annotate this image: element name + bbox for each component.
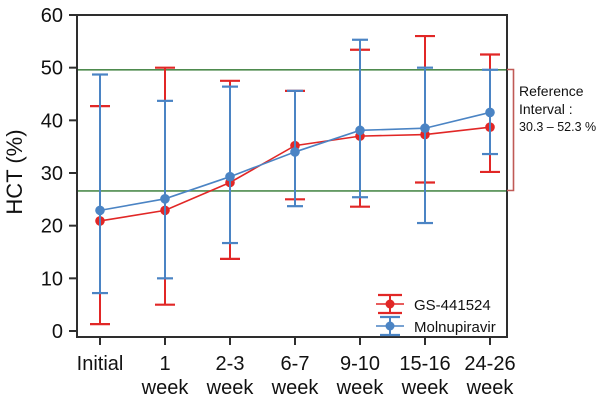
legend-label-molnupiravir: Molnupiravir	[414, 319, 496, 336]
y-tick-label: 0	[52, 321, 63, 343]
x-tick-label: 1	[159, 353, 170, 375]
x-axis: Initial 1week2-3week6-7week9-10week15-16w…	[77, 337, 516, 399]
x-tick-label: 24-26	[464, 353, 515, 375]
y-tick-label: 30	[41, 163, 63, 185]
data-point-marker	[355, 125, 365, 136]
x-tick-label: week	[206, 377, 255, 399]
y-tick-label: 40	[41, 110, 63, 132]
x-tick-label: Initial	[77, 353, 124, 375]
data-point-marker	[95, 205, 105, 216]
reference-label-line3: 30.3 – 52.3 %	[519, 120, 596, 134]
data-point-marker	[485, 107, 495, 118]
reference-label-line2: Interval :	[519, 101, 573, 117]
y-axis: 0 10 20 30 40 50 60	[41, 5, 77, 343]
x-tick-label: 6-7	[281, 353, 310, 375]
y-axis-title: HCT (%)	[2, 129, 27, 214]
legend-symbol-molnupiravir	[376, 315, 404, 337]
reference-label-line1: Reference	[519, 83, 584, 99]
y-tick-label: 50	[41, 58, 63, 80]
legend: GS-441524 Molnupiravir	[376, 293, 496, 337]
reference-lines	[77, 68, 507, 192]
legend-symbol-gs441524	[376, 293, 404, 315]
reference-annotation: Reference Interval : 30.3 – 52.3 %	[507, 68, 596, 192]
x-tick-label: 9-10	[340, 353, 380, 375]
legend-label-gs441524: GS-441524	[414, 297, 491, 314]
data-point-marker	[160, 194, 170, 204]
reference-bracket	[507, 68, 515, 192]
data-point-marker	[225, 171, 235, 182]
legend-marker	[385, 321, 395, 331]
x-tick-label: week	[271, 377, 320, 399]
series-container	[90, 34, 500, 326]
y-tick-label: 10	[41, 268, 63, 290]
x-tick-label: week	[466, 377, 515, 399]
x-tick-label: 2-3	[216, 353, 245, 375]
data-point-marker	[420, 123, 430, 134]
data-point-marker	[290, 147, 300, 157]
series-molnupiravir	[92, 38, 498, 295]
x-tick-label: 15-16	[399, 353, 450, 375]
y-tick-label: 60	[41, 5, 63, 27]
x-tick-label: week	[141, 377, 190, 399]
x-tick-label: week	[401, 377, 450, 399]
plot-frame	[76, 14, 508, 338]
x-tick-label: week	[336, 377, 385, 399]
y-tick-label: 20	[41, 216, 63, 238]
legend-marker	[385, 299, 395, 309]
